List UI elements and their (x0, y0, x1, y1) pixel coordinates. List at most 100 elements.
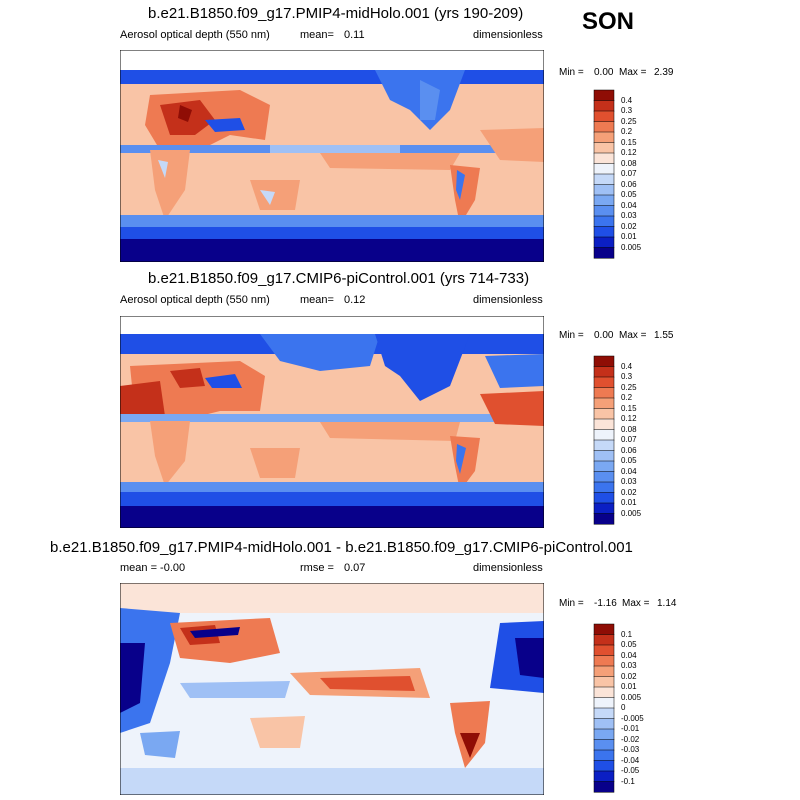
panel-1-cbar-label: 0.07 (621, 169, 637, 178)
panel-1-cbar-label: 0.005 (621, 242, 642, 252)
panel-3-max-value: 1.14 (657, 598, 677, 609)
colorbar-swatch (593, 728, 615, 741)
panel-2-variable: Aerosol optical depth (550 nm) (120, 294, 270, 306)
colorbar-swatch (593, 760, 615, 772)
colorbar-swatch (593, 718, 615, 730)
panel-2-cbar-label: 0.12 (621, 414, 637, 423)
colorbar-swatch (593, 418, 615, 431)
colorbar-swatch (593, 481, 615, 494)
panel-3-cbar-label: 0.02 (621, 671, 637, 681)
panel-2-mean-label: mean= (300, 294, 334, 306)
colorbar-swatch (593, 676, 615, 688)
panel-3-rmse-label: rmse = (300, 562, 334, 574)
colorbar-swatch (593, 163, 615, 175)
panel-2-max-value: 1.55 (654, 330, 674, 341)
colorbar-swatch (593, 355, 615, 368)
panel-2-colorbar: 0.4 0.3 0.25 0.2 0.15 0.12 0.08 0.07 0.0… (593, 355, 694, 526)
panel-3-cbar-label: 0.05 (621, 640, 637, 649)
panel-2-cbar-label: 0.06 (621, 445, 637, 455)
panel-3-rmse-value: 0.07 (344, 562, 366, 574)
panel-1-cbar-label: 0.06 (621, 179, 637, 189)
panel-1-title: b.e21.B1850.f09_g17.PMIP4-midHolo.001 (y… (148, 5, 524, 22)
panel-2-title: b.e21.B1850.f09_g17.CMIP6-piControl.001 … (148, 270, 530, 287)
colorbar-swatch (593, 142, 615, 154)
panel-3-map (120, 583, 544, 795)
colorbar-swatch (593, 634, 615, 646)
colorbar-swatch (593, 655, 615, 667)
panel-2-cbar-label: 0.05 (621, 456, 637, 465)
colorbar-swatch (593, 387, 615, 399)
colorbar-swatch (593, 121, 615, 133)
colorbar-swatch (593, 492, 615, 504)
panel-3-max-label: Max = (622, 598, 650, 609)
panel-2-cbar-label: 0.2 (621, 393, 633, 402)
panel-2-colorbar-swatches (593, 355, 615, 525)
panel-1-cbar-label: 0.25 (621, 116, 637, 126)
colorbar-swatch (593, 439, 615, 452)
panel-2-cbar-label: 0.08 (621, 424, 637, 434)
panel-2-units: dimensionless (473, 294, 543, 306)
colorbar-swatch (593, 236, 615, 249)
colorbar-swatch (593, 408, 615, 420)
panel-2-mean-value: 0.12 (344, 294, 366, 306)
colorbar-swatch (593, 665, 615, 678)
colorbar-swatch (593, 770, 615, 783)
colorbar-swatch (593, 247, 615, 259)
panel-1-cbar-label: 0.02 (621, 221, 637, 231)
colorbar-swatch (593, 173, 615, 186)
panel-1-min-value: 0.00 (594, 67, 614, 78)
panel-1-cbar-label: 0.05 (621, 190, 637, 199)
panel-3-min-label: Min = (559, 598, 584, 609)
colorbar-swatch (593, 460, 615, 473)
panel-3-title: b.e21.B1850.f09_g17.PMIP4-midHolo.001 - … (50, 539, 633, 556)
colorbar-swatch (593, 205, 615, 217)
colorbar-swatch (593, 749, 615, 762)
colorbar-swatch (593, 450, 615, 462)
colorbar-swatch (593, 502, 615, 515)
colorbar-swatch (593, 215, 615, 228)
panel-1-cbar-label: 0.01 (621, 232, 637, 241)
panel-1-cbar-label: 0.08 (621, 158, 637, 168)
panel-1-cbar-label: 0.12 (621, 148, 637, 157)
panel-2-cbar-label: 0.04 (621, 466, 637, 476)
panel-3-cbar-label: 0.04 (621, 650, 637, 660)
panel-3-cbar-label: -0.02 (621, 734, 640, 744)
panel-1-max-label: Max = (619, 67, 647, 78)
panel-2-cbar-label: 0.005 (621, 508, 642, 518)
panel-3-cbar-label: 0.1 (621, 629, 633, 639)
panel-3-cbar-label: -0.01 (621, 724, 640, 733)
colorbar-swatch (593, 226, 615, 238)
panel-1-mean-value: 0.11 (344, 29, 365, 41)
colorbar-swatch (593, 429, 615, 441)
colorbar-swatch (593, 697, 615, 709)
colorbar-swatch (593, 739, 615, 751)
panel-2-cbar-label: 0.3 (621, 372, 633, 381)
panel-1-cbar-label: 0.3 (621, 106, 633, 115)
panel-1-cbar-label: 0.04 (621, 200, 637, 210)
panel-3-cbar-label: -0.1 (621, 776, 635, 786)
panel-1-max-value: 2.39 (654, 67, 674, 78)
panel-3-cbar-label: -0.04 (621, 755, 640, 765)
panel-1-cbar-label: 0.15 (621, 137, 637, 147)
colorbar-swatch (593, 184, 615, 196)
panel-3-cbar-label: -0.03 (621, 745, 640, 754)
panel-3-cbar-label: -0.005 (621, 713, 644, 723)
panel-2-min-value: 0.00 (594, 330, 614, 341)
panel-2-cbar-label: 0.25 (621, 382, 637, 392)
panel-3-min-value: -1.16 (594, 598, 617, 609)
panel-3-cbar-label: 0.03 (621, 661, 637, 670)
panel-1-colorbar: 0.4 0.3 0.25 0.2 0.15 0.12 0.08 0.07 0.0… (593, 89, 694, 260)
panel-2-cbar-label: 0.01 (621, 498, 637, 507)
colorbar-swatch (593, 513, 615, 525)
panel-1-map (120, 50, 544, 262)
panel-2-max-label: Max = (619, 330, 647, 341)
panel-3-cbar-label: -0.05 (621, 766, 640, 775)
panel-2-cbar-label: 0.15 (621, 403, 637, 413)
panel-3-mean: mean = -0.00 (120, 562, 186, 574)
panel-2-cbar-label: 0.02 (621, 487, 637, 497)
panel-1-cbar-label: 0.2 (621, 127, 633, 136)
colorbar-swatch (593, 707, 615, 720)
colorbar-swatch (593, 131, 615, 144)
season-label: SON (582, 8, 635, 35)
colorbar-swatch (593, 100, 615, 112)
